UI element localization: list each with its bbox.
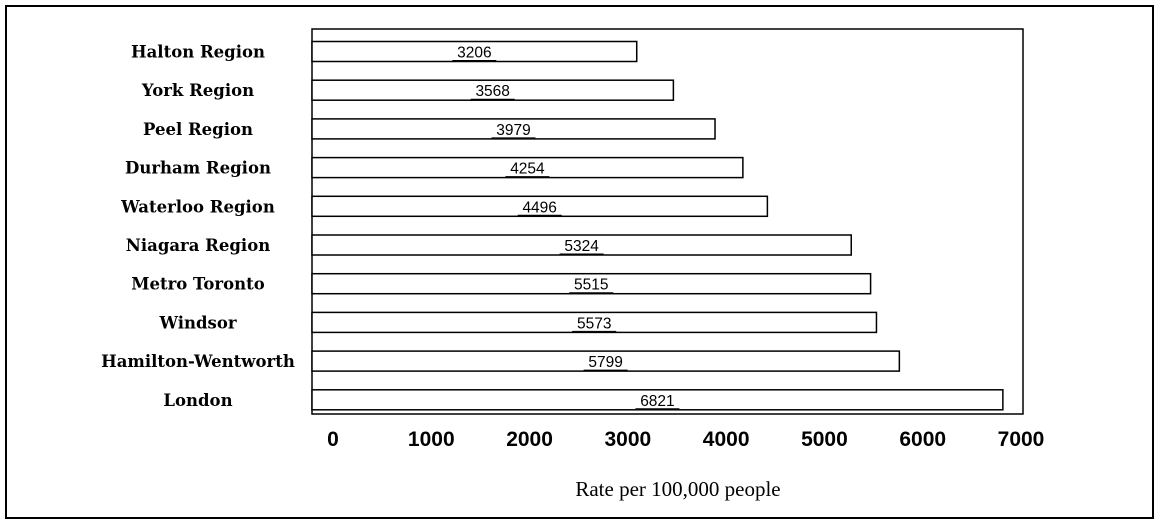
x-tick-label: 1000: [408, 428, 455, 451]
value-label: 6821: [640, 393, 674, 410]
value-label: 5515: [574, 277, 608, 294]
bar-peel-region: [311, 118, 716, 140]
value-labels: 3206 3568 3979 4254 4496 5324 5515 5573 5799 6821: [452, 45, 680, 410]
x-tick-label: 5000: [801, 428, 848, 451]
x-axis-title: Rate per 100,000 people: [575, 477, 780, 501]
category-label: Windsor: [158, 313, 236, 332]
value-label: 3206: [457, 45, 491, 62]
category-label: Metro Toronto: [131, 275, 265, 294]
bar-waterloo-region: [311, 195, 769, 218]
x-tick-label: 2000: [506, 428, 553, 451]
category-labels: Halton Region York Region Peel Region Durha…: [101, 43, 295, 410]
value-label: 5324: [564, 238, 599, 255]
category-label: Hamilton-Wentworth: [101, 352, 295, 371]
category-label: Halton Region: [131, 43, 265, 62]
value-label: 4254: [510, 161, 545, 178]
category-label: Peel Region: [143, 120, 253, 139]
x-tick-label: 7000: [998, 428, 1045, 451]
value-label: 5799: [588, 354, 622, 371]
x-tick-label: 0: [327, 428, 339, 451]
plot-area: [311, 28, 1024, 415]
category-label: Niagara Region: [126, 236, 270, 255]
category-label: Waterloo Region: [120, 197, 275, 216]
x-tick-label: 3000: [604, 428, 651, 451]
bars: [311, 40, 1004, 411]
category-label: London: [163, 391, 232, 410]
value-label: 5573: [577, 315, 611, 332]
x-tick-label: 4000: [703, 428, 750, 451]
value-label: 3979: [496, 122, 530, 139]
bar-london: [311, 389, 1004, 411]
bar-halton-region: [311, 40, 638, 63]
bar-durham-region: [311, 156, 744, 179]
x-axis-ticks: 0 1000 2000 3000 4000 5000 6000 7000: [327, 428, 1044, 451]
plot-border: [311, 28, 1024, 415]
bar-hamilton-wentworth: [311, 350, 901, 372]
category-label: York Region: [141, 81, 254, 100]
category-label: Durham Region: [125, 159, 271, 178]
bar-metro-toronto: [311, 272, 872, 295]
x-tick-label: 6000: [899, 428, 946, 451]
bar-york-region: [311, 79, 675, 101]
bar-niagara-region: [311, 234, 852, 256]
value-label: 3568: [475, 83, 509, 100]
value-label: 4496: [522, 199, 556, 216]
bar-windsor: [311, 311, 878, 334]
